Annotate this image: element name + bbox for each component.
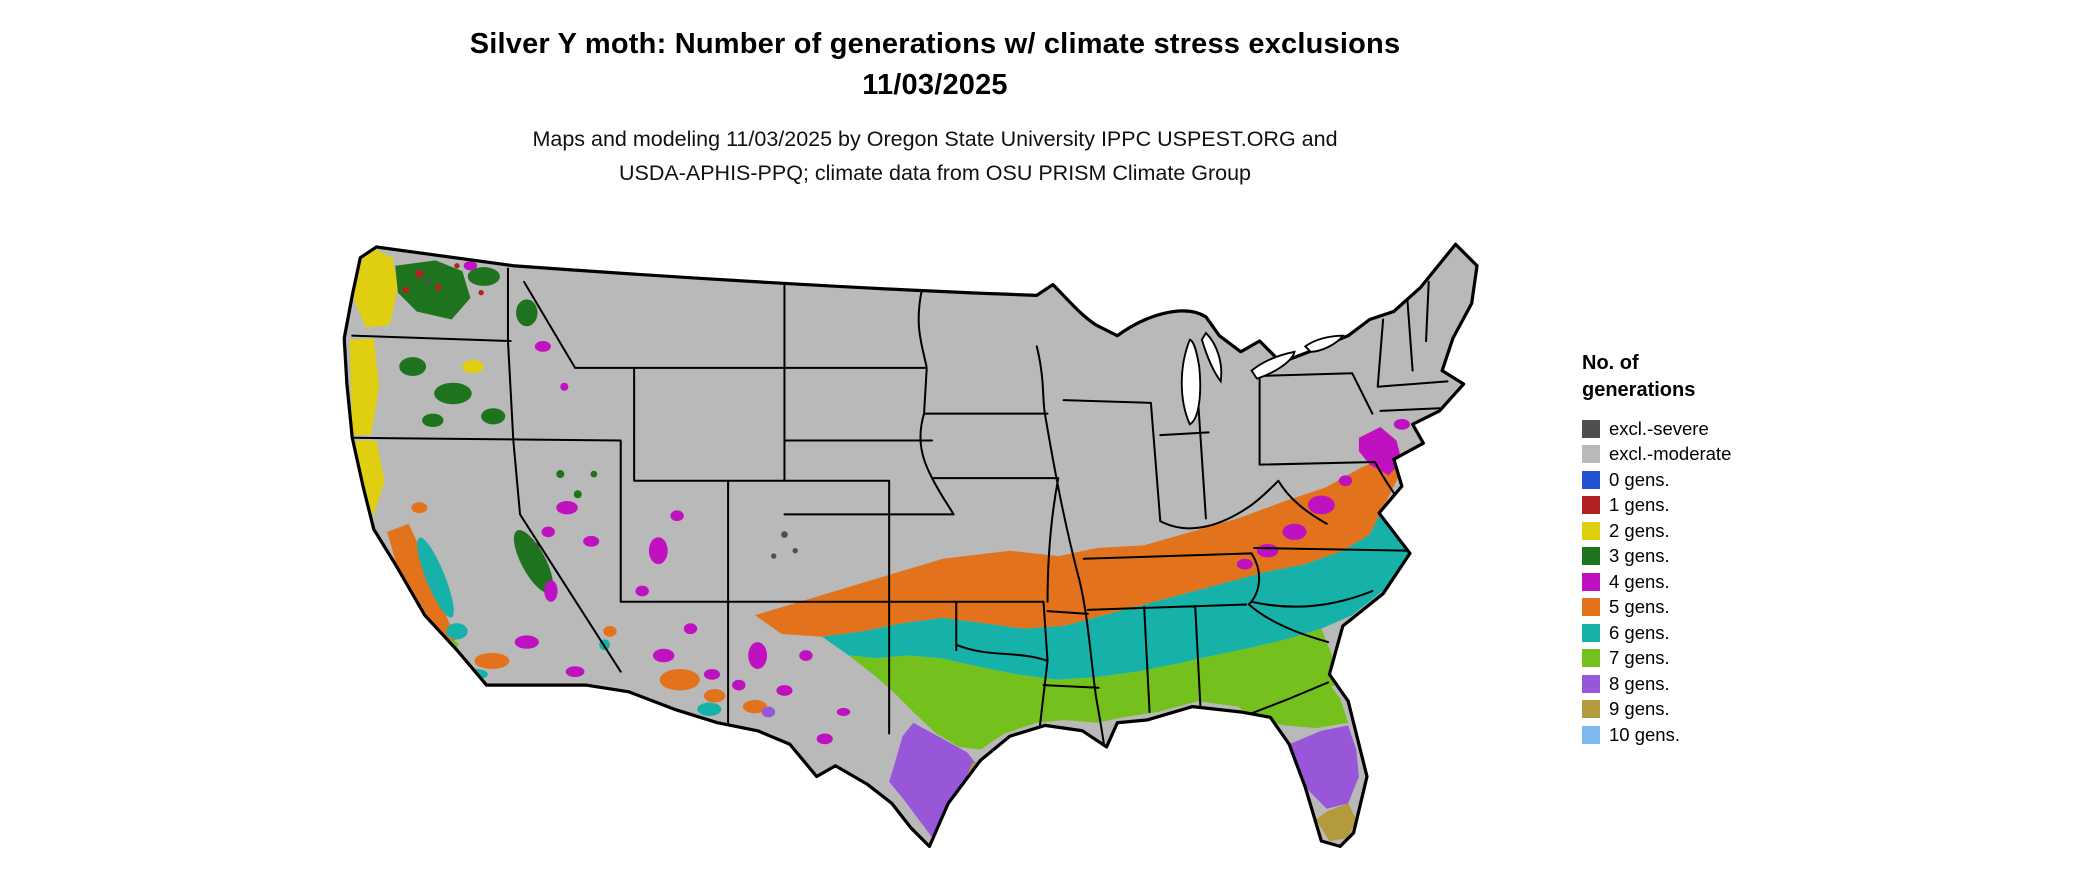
lake-huron (1200, 331, 1223, 384)
legend-label-gens-0: 0 gens. (1609, 468, 1670, 490)
us-map-svg (342, 242, 1479, 848)
legend-item-gens-7: 7 gens. (1582, 646, 1832, 672)
legend-swatch-gens-3 (1582, 547, 1600, 566)
legend-label-excl-severe: excl.-severe (1609, 417, 1709, 439)
legend: No. of generations excl.-severe excl.-mod… (1582, 350, 1832, 748)
legend-label-gens-3: 3 gens. (1609, 545, 1670, 567)
legend-item-gens-10: 10 gens. (1582, 722, 1832, 748)
map-title-line1: Silver Y moth: Number of generations w/ … (469, 28, 1401, 60)
us-outline (342, 242, 1479, 848)
legend-item-gens-5: 5 gens. (1582, 595, 1832, 621)
legend-item-gens-8: 8 gens. (1582, 671, 1832, 697)
legend-title: No. of generations (1582, 350, 1832, 404)
legend-swatch-gens-5 (1582, 598, 1600, 617)
legend-item-gens-2: 2 gens. (1582, 518, 1832, 544)
state-borders (351, 267, 1449, 746)
header: Silver Y moth: Number of generations w/ … (0, 24, 1870, 190)
legend-title-line1: No. of (1582, 352, 1639, 374)
legend-label-excl-moderate: excl.-moderate (1609, 443, 1732, 465)
legend-swatch-gens-8 (1582, 674, 1600, 693)
map-zone-gens-4 (463, 261, 1410, 745)
map-zone-gens-5 (387, 456, 1400, 714)
us-generations-map (312, 212, 1520, 884)
legend-swatch-gens-9 (1582, 700, 1600, 719)
legend-swatch-gens-2 (1582, 521, 1600, 540)
legend-items: excl.-severe excl.-moderate 0 gens. 1 gens.… (1582, 416, 1832, 748)
legend-swatch-excl-severe (1582, 419, 1600, 438)
lake-ontario (1303, 334, 1345, 353)
legend-label-gens-2: 2 gens. (1609, 519, 1670, 541)
legend-label-gens-7: 7 gens. (1609, 647, 1670, 669)
lake-michigan (1180, 338, 1202, 426)
legend-swatch-excl-moderate (1582, 445, 1600, 464)
legend-label-gens-4: 4 gens. (1609, 570, 1670, 592)
map-zone-gens-9 (934, 760, 1357, 844)
legend-label-gens-10: 10 gens. (1609, 723, 1680, 745)
legend-item-gens-1: 1 gens. (1582, 493, 1832, 519)
legend-item-gens-4: 4 gens. (1582, 569, 1832, 595)
map-zone-gens-1 (402, 263, 484, 296)
legend-swatch-gens-4 (1582, 572, 1600, 591)
legend-swatch-gens-6 (1582, 623, 1600, 642)
legend-swatch-gens-10 (1582, 725, 1600, 744)
legend-item-gens-0: 0 gens. (1582, 467, 1832, 493)
map-subtitle-line1: Maps and modeling 11/03/2025 by Oregon S… (532, 127, 1338, 152)
legend-label-gens-1: 1 gens. (1609, 494, 1670, 516)
legend-label-gens-9: 9 gens. (1609, 698, 1670, 720)
legend-label-gens-6: 6 gens. (1609, 621, 1670, 643)
legend-label-gens-5: 5 gens. (1609, 596, 1670, 618)
legend-swatch-gens-7 (1582, 649, 1600, 668)
map-title-line2: 11/03/2025 (862, 68, 1008, 101)
map-subtitle-line2: USDA-APHIS-PPQ; climate data from OSU PR… (618, 160, 1252, 185)
map-subtitle: Maps and modeling 11/03/2025 by Oregon S… (0, 123, 1870, 190)
great-lakes (1180, 331, 1345, 426)
legend-item-gens-9: 9 gens. (1582, 697, 1832, 723)
legend-label-gens-8: 8 gens. (1609, 672, 1670, 694)
legend-swatch-gens-1 (1582, 496, 1600, 515)
legend-item-gens-6: 6 gens. (1582, 620, 1832, 646)
legend-title-line2: generations (1582, 379, 1696, 401)
legend-item-excl-severe: excl.-severe (1582, 416, 1832, 442)
map-zone-gens-3 (395, 260, 1470, 593)
legend-item-excl-moderate: excl.-moderate (1582, 442, 1832, 468)
legend-swatch-gens-0 (1582, 470, 1600, 489)
legend-item-gens-3: 3 gens. (1582, 544, 1832, 570)
lake-erie (1250, 350, 1296, 380)
map-zone-gens-2 (349, 249, 484, 516)
